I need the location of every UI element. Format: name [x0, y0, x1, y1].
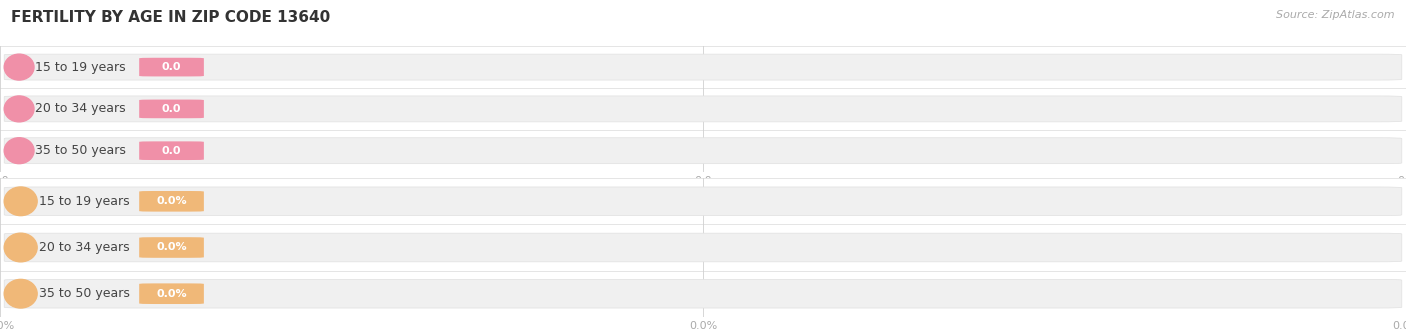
FancyBboxPatch shape [139, 58, 204, 77]
Text: 0.0%: 0.0% [156, 196, 187, 206]
FancyBboxPatch shape [139, 191, 204, 212]
Ellipse shape [4, 138, 34, 164]
Text: 0.0%: 0.0% [156, 289, 187, 299]
FancyBboxPatch shape [4, 54, 1402, 80]
Ellipse shape [4, 187, 37, 215]
Text: 0.0%: 0.0% [156, 243, 187, 252]
Text: 35 to 50 years: 35 to 50 years [35, 144, 127, 157]
Text: 0.0: 0.0 [162, 104, 181, 114]
Text: 20 to 34 years: 20 to 34 years [38, 241, 129, 254]
FancyBboxPatch shape [4, 187, 1402, 215]
Text: Source: ZipAtlas.com: Source: ZipAtlas.com [1277, 10, 1395, 20]
Ellipse shape [4, 233, 37, 262]
Text: 15 to 19 years: 15 to 19 years [38, 195, 129, 208]
Ellipse shape [4, 96, 34, 122]
FancyBboxPatch shape [4, 138, 1402, 164]
Text: 0.0: 0.0 [162, 62, 181, 72]
Text: 0.0: 0.0 [162, 146, 181, 156]
FancyBboxPatch shape [139, 283, 204, 304]
FancyBboxPatch shape [139, 237, 204, 258]
Text: FERTILITY BY AGE IN ZIP CODE 13640: FERTILITY BY AGE IN ZIP CODE 13640 [11, 10, 330, 25]
Ellipse shape [4, 54, 34, 80]
Text: 35 to 50 years: 35 to 50 years [38, 287, 129, 300]
Text: 15 to 19 years: 15 to 19 years [35, 61, 127, 74]
FancyBboxPatch shape [4, 280, 1402, 308]
Text: 20 to 34 years: 20 to 34 years [35, 102, 127, 115]
FancyBboxPatch shape [139, 100, 204, 118]
FancyBboxPatch shape [4, 96, 1402, 122]
FancyBboxPatch shape [139, 141, 204, 160]
Ellipse shape [4, 280, 37, 308]
FancyBboxPatch shape [4, 233, 1402, 262]
